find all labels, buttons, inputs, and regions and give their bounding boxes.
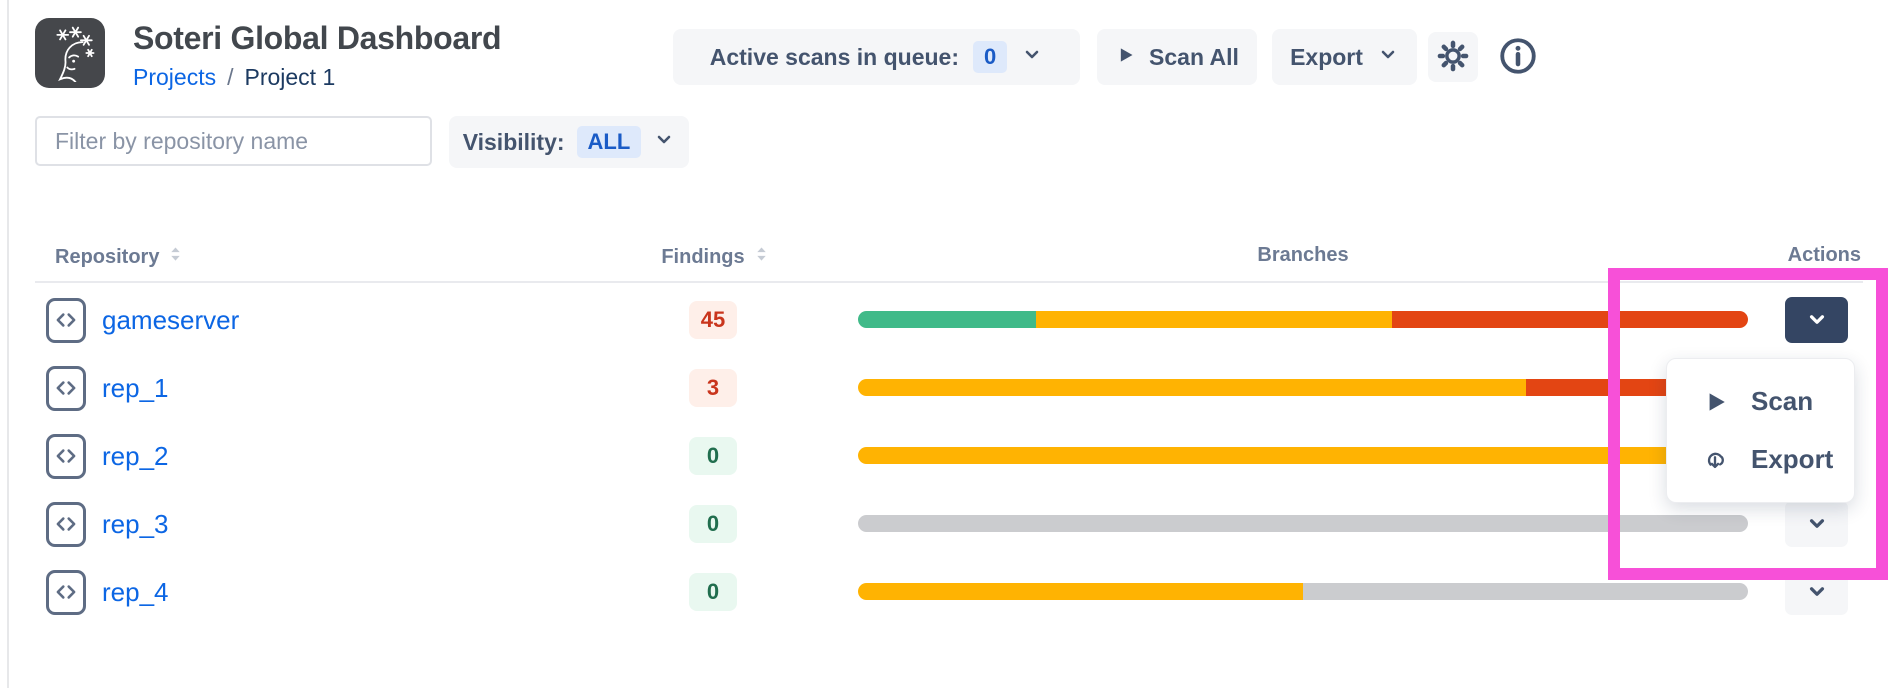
repository-link[interactable]: rep_2 — [102, 440, 169, 471]
branch-bar-segment-yellow — [858, 447, 1748, 464]
chevron-down-icon — [1377, 43, 1399, 71]
repository-icon — [46, 501, 86, 547]
scan-all-label: Scan All — [1149, 43, 1239, 70]
findings-count-badge: 3 — [689, 369, 737, 407]
export-label: Export — [1290, 43, 1363, 70]
active-scans-count-badge: 0 — [973, 41, 1008, 73]
breadcrumb-current: Project 1 — [244, 64, 336, 90]
soteri-logo — [35, 18, 105, 88]
repository-link[interactable]: rep_4 — [102, 576, 169, 607]
flower-asterisks — [56, 26, 95, 58]
active-scans-dropdown[interactable]: Active scans in queue: 0 — [673, 29, 1080, 85]
menu-item-export[interactable]: Export — [1667, 432, 1854, 486]
branch-bar-segment-green — [858, 311, 1036, 328]
column-header-actions: Actions — [1787, 244, 1861, 266]
repository-link[interactable]: rep_3 — [102, 508, 169, 539]
repository-icon — [46, 297, 86, 343]
gear-icon — [1437, 40, 1469, 75]
visibility-dropdown[interactable]: Visibility: ALL — [449, 116, 689, 168]
breadcrumb-separator: / — [227, 64, 234, 90]
chevron-down-icon — [1804, 578, 1830, 607]
branches-bar — [858, 379, 1748, 396]
settings-button[interactable] — [1428, 32, 1478, 82]
chevron-down-icon — [1021, 43, 1043, 71]
repository-cell: gameserver — [46, 286, 239, 354]
table-header-divider — [35, 281, 1863, 283]
branch-bar-segment-yellow — [858, 379, 1526, 396]
branch-bar-segment-gray — [1303, 583, 1748, 600]
column-header-findings[interactable]: Findings — [640, 244, 790, 270]
info-icon — [1497, 35, 1539, 80]
play-icon — [1115, 44, 1135, 71]
cloud-download-icon — [1701, 445, 1729, 473]
repository-cell: rep_3 — [46, 490, 169, 558]
repository-cell: rep_2 — [46, 422, 169, 490]
branch-bar-segment-yellow — [858, 583, 1303, 600]
row-actions-button[interactable] — [1785, 297, 1848, 343]
breadcrumb: Projects / Project 1 — [133, 64, 335, 91]
findings-count-badge: 0 — [689, 573, 737, 611]
column-header-branches: Branches — [1257, 244, 1349, 266]
branch-bar-segment-gray — [858, 515, 1748, 532]
findings-count-badge: 45 — [689, 301, 737, 339]
chevron-down-icon — [1804, 510, 1830, 539]
chevron-down-icon — [653, 128, 675, 156]
table-row: rep_4 0 — [0, 558, 1900, 626]
branches-bar — [858, 583, 1748, 600]
branches-bar — [858, 311, 1748, 328]
menu-item-label: Scan — [1751, 386, 1814, 417]
breadcrumb-projects-link[interactable]: Projects — [133, 64, 217, 90]
table-row: rep_2 0 — [0, 422, 1900, 490]
export-dropdown-button[interactable]: Export — [1272, 29, 1417, 85]
repository-icon — [46, 365, 86, 411]
info-button[interactable] — [1496, 35, 1540, 79]
repository-link[interactable]: gameserver — [102, 304, 240, 335]
column-header-repository[interactable]: Repository — [55, 244, 183, 270]
repository-cell: rep_4 — [46, 558, 169, 626]
sort-icon — [168, 244, 183, 270]
table-row: rep_3 0 — [0, 490, 1900, 558]
repository-cell: rep_1 — [46, 354, 169, 422]
menu-item-label: Export — [1751, 443, 1834, 474]
repository-icon — [46, 569, 86, 615]
branches-bar — [858, 447, 1748, 464]
row-actions-button[interactable] — [1785, 501, 1848, 547]
repository-link[interactable]: rep_1 — [102, 372, 169, 403]
visibility-value-badge: ALL — [576, 126, 642, 158]
play-icon — [1701, 389, 1729, 415]
branch-bar-segment-red — [1392, 311, 1748, 328]
repository-icon — [46, 433, 86, 479]
branch-bar-segment-yellow — [1036, 311, 1392, 328]
findings-count-badge: 0 — [689, 505, 737, 543]
row-actions-button[interactable] — [1785, 569, 1848, 615]
sort-icon — [754, 244, 769, 270]
active-scans-label: Active scans in queue: — [709, 43, 959, 70]
table-row: gameserver 45 — [0, 286, 1900, 354]
window-edge-divider — [7, 0, 9, 688]
table-row: rep_1 3 — [0, 354, 1900, 422]
scan-all-button[interactable]: Scan All — [1097, 29, 1257, 85]
repository-filter-input[interactable] — [35, 116, 432, 166]
page-title: Soteri Global Dashboard — [133, 20, 502, 56]
visibility-label: Visibility: — [462, 128, 565, 155]
branches-bar — [858, 515, 1748, 532]
menu-item-scan[interactable]: Scan — [1667, 375, 1854, 429]
findings-count-badge: 0 — [689, 437, 737, 475]
row-actions-menu: Scan Export — [1666, 358, 1855, 503]
chevron-down-icon — [1804, 306, 1830, 335]
